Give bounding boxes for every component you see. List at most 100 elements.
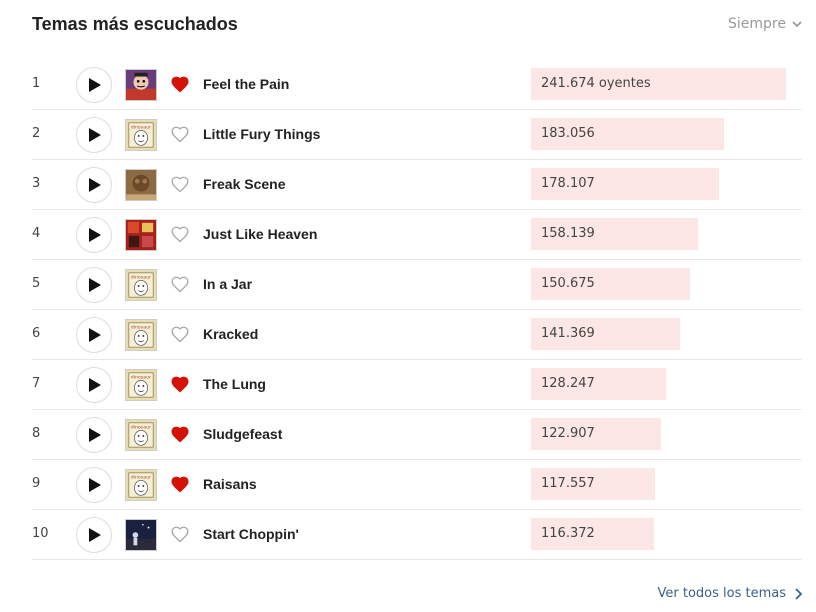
see-all-label: Ver todos los temas	[657, 586, 787, 601]
heart-filled-icon[interactable]	[171, 425, 189, 443]
listeners-count: 128.247	[541, 376, 595, 391]
album-art[interactable]: dinosaur	[125, 119, 157, 151]
play-icon	[89, 378, 101, 392]
listeners-bar	[531, 418, 661, 450]
album-art[interactable]: dinosaur	[125, 469, 157, 501]
period-selector[interactable]: Siempre	[728, 16, 802, 32]
play-button[interactable]	[76, 117, 112, 153]
track-rank: 8	[32, 426, 41, 441]
track-name-link[interactable]: Little Fury Things	[203, 126, 321, 142]
play-button[interactable]	[76, 217, 112, 253]
track-name-link[interactable]: Freak Scene	[203, 176, 286, 192]
track-name-link[interactable]: Raisans	[203, 476, 257, 492]
track-row: 7 dinosaur The Lung 128.247	[32, 360, 802, 410]
play-button[interactable]	[76, 367, 112, 403]
play-icon	[89, 428, 101, 442]
play-button[interactable]	[76, 67, 112, 103]
play-button[interactable]	[76, 517, 112, 553]
svg-text:dinosaur: dinosaur	[131, 124, 151, 130]
album-art[interactable]: dinosaur	[125, 419, 157, 451]
track-name-link[interactable]: Feel the Pain	[203, 76, 290, 92]
track-name-link[interactable]: Kracked	[203, 326, 259, 342]
track-list: 1 Feel the Pain 241.674 oyentes 2 dinosa…	[32, 60, 802, 560]
listeners-count: 158.139	[541, 226, 595, 241]
track-rank: 3	[32, 176, 41, 191]
listeners-bar	[531, 168, 719, 200]
listeners-count: 241.674 oyentes	[541, 76, 651, 91]
play-button[interactable]	[76, 467, 112, 503]
track-row: 9 dinosaur Raisans 117.557	[32, 460, 802, 510]
listeners-bar	[531, 68, 786, 100]
track-rank: 1	[32, 76, 41, 91]
listeners-count: 141.369	[541, 326, 595, 341]
chevron-down-icon	[792, 21, 802, 28]
track-name-link[interactable]: Just Like Heaven	[203, 226, 318, 242]
play-icon	[89, 478, 101, 492]
svg-text:dinosaur: dinosaur	[131, 324, 151, 330]
svg-text:dinosaur: dinosaur	[131, 424, 151, 430]
play-icon	[89, 228, 101, 242]
listeners-bar	[531, 468, 655, 500]
album-art[interactable]: dinosaur	[125, 369, 157, 401]
see-all-tracks-link[interactable]: Ver todos los temas	[657, 586, 802, 601]
track-row: 8 dinosaur Sludgefeast 122.907	[32, 410, 802, 460]
album-art[interactable]: dinosaur	[125, 319, 157, 351]
listeners-bar	[531, 318, 680, 350]
listeners-count: 178.107	[541, 176, 595, 191]
track-rank: 2	[32, 126, 41, 141]
svg-text:dinosaur: dinosaur	[131, 474, 151, 480]
listeners-bar	[531, 268, 690, 300]
track-row: 5 dinosaur In a Jar 150.675	[32, 260, 802, 310]
track-rank: 9	[32, 476, 41, 491]
heart-outline-icon[interactable]	[171, 275, 189, 293]
album-art[interactable]	[125, 519, 157, 551]
svg-text:dinosaur: dinosaur	[131, 374, 151, 380]
listeners-count: 150.675	[541, 276, 595, 291]
track-rank: 10	[32, 526, 49, 541]
track-name-link[interactable]: In a Jar	[203, 276, 253, 292]
track-row: 4 Just Like Heaven 158.139	[32, 210, 802, 260]
listeners-bar	[531, 118, 724, 150]
heart-outline-icon[interactable]	[171, 525, 189, 543]
track-row: 3 Freak Scene 178.107	[32, 160, 802, 210]
track-name-link[interactable]: The Lung	[203, 376, 266, 392]
listeners-count: 183.056	[541, 126, 595, 141]
listeners-count: 117.557	[541, 476, 595, 491]
heart-outline-icon[interactable]	[171, 325, 189, 343]
track-rank: 6	[32, 326, 41, 341]
track-row: 2 dinosaur Little Fury Things 183.056	[32, 110, 802, 160]
album-art[interactable]	[125, 219, 157, 251]
play-icon	[89, 78, 101, 92]
play-button[interactable]	[76, 317, 112, 353]
listeners-count: 116.372	[541, 526, 595, 541]
play-icon	[89, 528, 101, 542]
heart-outline-icon[interactable]	[171, 225, 189, 243]
album-art[interactable]	[125, 69, 157, 101]
svg-text:dinosaur: dinosaur	[131, 274, 151, 280]
play-icon	[89, 128, 101, 142]
heart-outline-icon[interactable]	[171, 175, 189, 193]
period-label: Siempre	[728, 16, 786, 32]
section-header: Temas más escuchados Siempre	[32, 12, 802, 40]
track-rank: 5	[32, 276, 41, 291]
listeners-bar	[531, 518, 654, 550]
track-row: 1 Feel the Pain 241.674 oyentes	[32, 60, 802, 110]
play-icon	[89, 178, 101, 192]
track-name-link[interactable]: Start Choppin'	[203, 526, 299, 542]
heart-filled-icon[interactable]	[171, 75, 189, 93]
play-icon	[89, 328, 101, 342]
heart-outline-icon[interactable]	[171, 125, 189, 143]
play-button[interactable]	[76, 417, 112, 453]
play-button[interactable]	[76, 267, 112, 303]
listeners-count: 122.907	[541, 426, 595, 441]
play-button[interactable]	[76, 167, 112, 203]
track-rank: 7	[32, 376, 41, 391]
play-icon	[89, 278, 101, 292]
track-row: 6 dinosaur Kracked 141.369	[32, 310, 802, 360]
heart-filled-icon[interactable]	[171, 475, 189, 493]
album-art[interactable]	[125, 169, 157, 201]
track-name-link[interactable]: Sludgefeast	[203, 426, 283, 442]
section-title: Temas más escuchados	[32, 14, 238, 34]
album-art[interactable]: dinosaur	[125, 269, 157, 301]
heart-filled-icon[interactable]	[171, 375, 189, 393]
